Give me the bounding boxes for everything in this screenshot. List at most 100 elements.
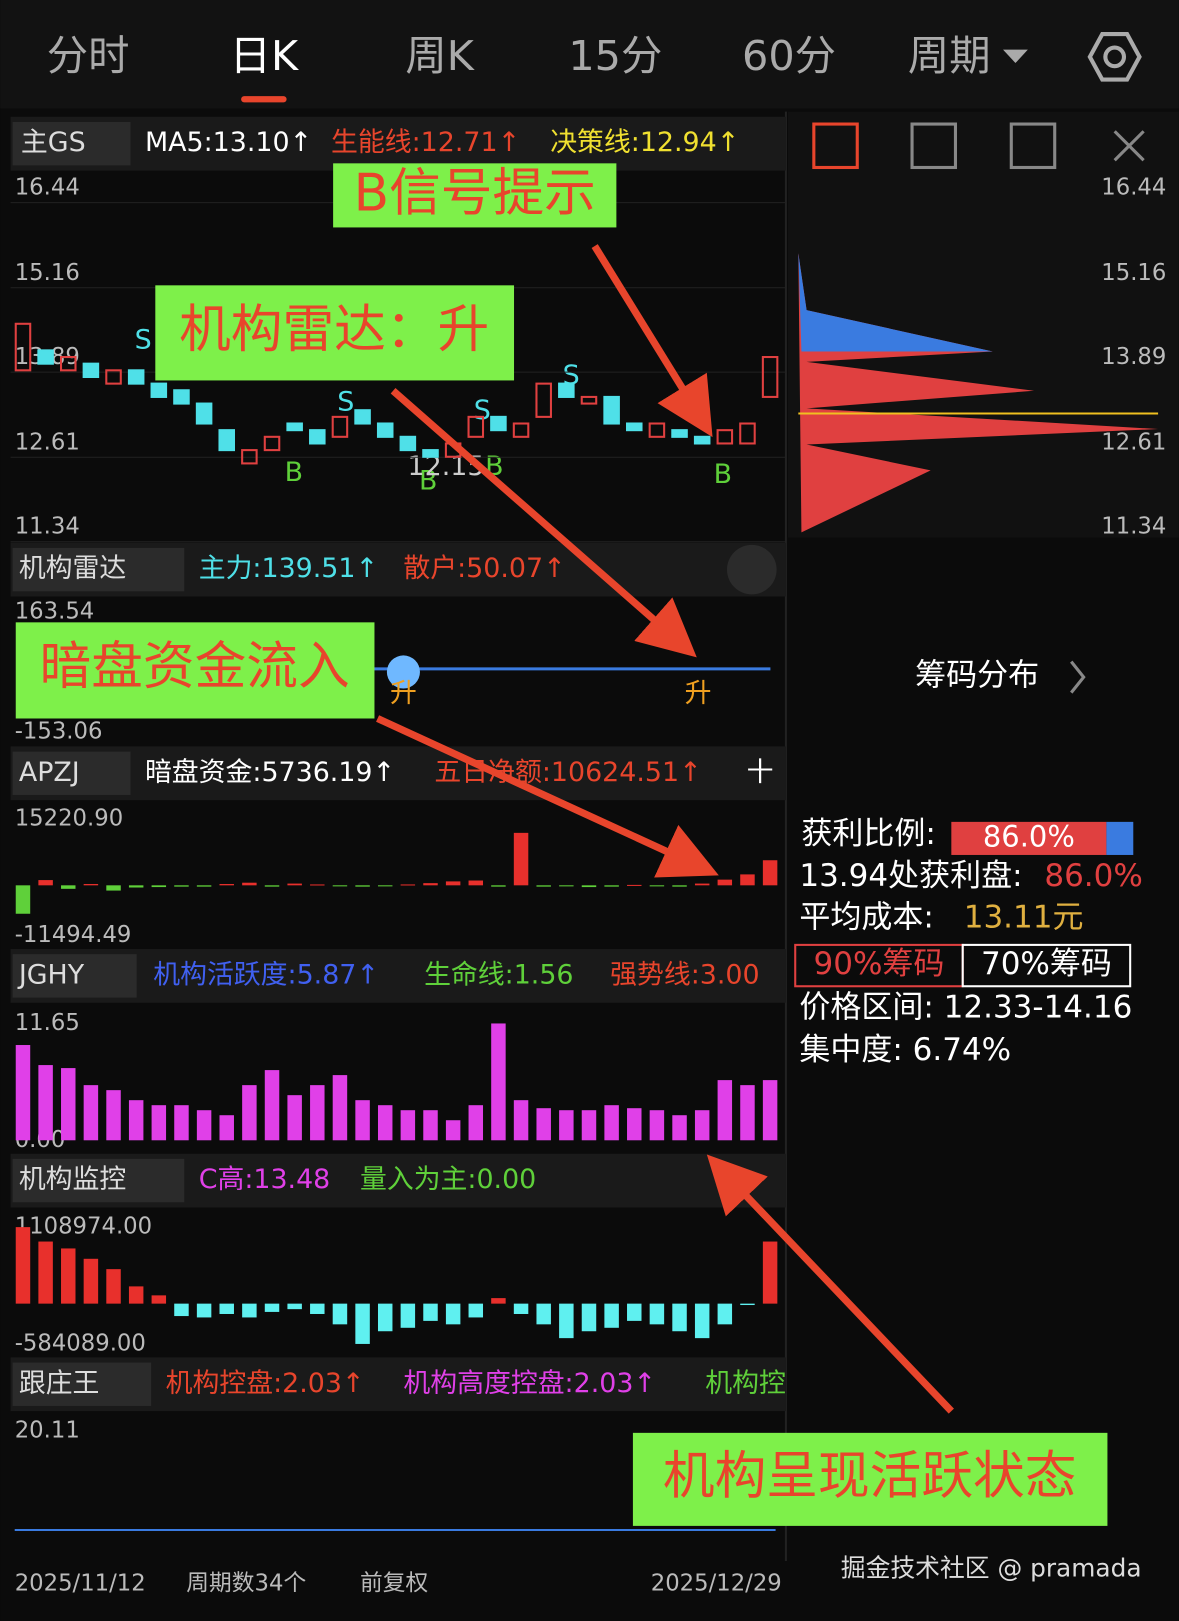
- tool-icon[interactable]: [812, 122, 859, 170]
- legend-line: 主力:139.51↑: [199, 553, 378, 584]
- bar: [717, 879, 733, 886]
- bar: [672, 1115, 687, 1141]
- candle: [603, 395, 620, 425]
- chip-tab[interactable]: 90%筹码: [814, 946, 945, 982]
- tool-icon[interactable]: [1009, 122, 1057, 170]
- bar: [468, 880, 484, 886]
- bar: [581, 1110, 597, 1141]
- bar: [377, 885, 393, 887]
- signal-label: 升: [390, 678, 417, 709]
- tab[interactable]: 分时: [47, 32, 130, 80]
- bar: [287, 1303, 302, 1310]
- legend-line: 决策线:12.94↑: [550, 127, 739, 158]
- bar: [627, 1108, 642, 1141]
- bar: [445, 1120, 461, 1141]
- bar: [174, 885, 189, 887]
- close-icon[interactable]: [1113, 130, 1145, 162]
- legend-line: 量入为主:0.00: [360, 1164, 536, 1195]
- watermark: 掘金技术社区 @ pramada: [841, 1553, 1142, 1582]
- candle: [354, 409, 371, 425]
- indicator-label[interactable]: 主GS: [21, 127, 86, 158]
- candle: [558, 382, 575, 398]
- bar: [762, 1241, 778, 1304]
- legend-more: 十: [747, 757, 774, 788]
- y-tick-label: 11.34: [1101, 514, 1166, 540]
- footer-text: 前复权: [360, 1570, 428, 1596]
- chip-text: 平均成本:: [799, 900, 933, 936]
- candle: [127, 369, 145, 385]
- bar: [513, 832, 529, 886]
- legend-line: 生能线:12.71↑: [331, 127, 520, 158]
- chip-text: 获利比例:: [801, 816, 935, 852]
- bar: [219, 1303, 234, 1314]
- candle: [37, 349, 54, 365]
- chip-link[interactable]: 筹码分布: [915, 658, 1039, 694]
- tab[interactable]: 周期: [908, 32, 991, 80]
- axis-label: -153.06: [15, 718, 103, 744]
- bar: [400, 1110, 416, 1141]
- signal-ball: [386, 655, 420, 689]
- bar: [106, 885, 121, 891]
- candle: [195, 402, 213, 425]
- bar: [264, 1303, 280, 1312]
- annotation: 机构雷达：升: [179, 300, 489, 360]
- legend-line: 生命线:1.56: [424, 959, 573, 990]
- legend-line: 散户:50.07↑: [403, 553, 565, 584]
- bar: [287, 883, 302, 886]
- candle: [739, 422, 756, 445]
- bar: [717, 1303, 733, 1325]
- chip-text: 13.94处获利盘:: [799, 858, 1022, 894]
- bar: [355, 1100, 370, 1141]
- candle: [535, 382, 552, 418]
- bar: [61, 885, 76, 889]
- expand-button[interactable]: [726, 544, 777, 595]
- bar: [174, 1303, 189, 1317]
- bar: [310, 1085, 325, 1141]
- indicator-label[interactable]: APZJ: [19, 757, 80, 788]
- bar: [287, 1095, 302, 1141]
- tab[interactable]: 15分: [568, 32, 662, 80]
- bar: [536, 1108, 551, 1141]
- signal: S: [135, 325, 152, 356]
- bar: [423, 1303, 438, 1321]
- indicator-label[interactable]: JGHY: [17, 959, 85, 990]
- bar: [310, 884, 325, 886]
- bar: [242, 882, 257, 886]
- legend-line: 强势线:3.00: [610, 959, 759, 990]
- bar: [355, 1303, 370, 1344]
- settings-icon[interactable]: [1087, 32, 1142, 82]
- y-tick-label: 15.16: [15, 260, 80, 286]
- annotation: 暗盘资金流入: [40, 637, 350, 697]
- candle: [286, 422, 303, 432]
- annotation: B信号提示: [354, 163, 596, 223]
- candle: [173, 389, 190, 405]
- tab[interactable]: 60分: [742, 32, 836, 80]
- chip-tab[interactable]: 70%筹码: [981, 946, 1112, 982]
- candle: [263, 435, 281, 452]
- legend-line: 机构控盘:2.03↑: [166, 1368, 365, 1399]
- bar: [61, 1068, 76, 1141]
- tool-icon[interactable]: [910, 122, 958, 170]
- footer-text: 2025/11/12: [15, 1570, 146, 1596]
- bar: [106, 1269, 121, 1304]
- chip-text: 13.11元: [964, 900, 1084, 936]
- indicator-label[interactable]: 机构监控: [19, 1164, 126, 1195]
- bar: [694, 1110, 710, 1141]
- indicator-label[interactable]: 跟庄王: [19, 1368, 100, 1399]
- bar: [196, 885, 212, 887]
- bar: [15, 1227, 31, 1304]
- bar: [219, 884, 234, 886]
- tab[interactable]: 日K: [230, 32, 299, 80]
- tab[interactable]: 周K: [405, 32, 474, 80]
- bar: [491, 1023, 506, 1141]
- bar: [242, 1085, 257, 1141]
- bar: [694, 883, 710, 886]
- candle: [331, 415, 349, 438]
- legend-ma5: MA5:13.10↑: [145, 127, 312, 158]
- bar: [61, 1248, 76, 1304]
- indicator-label[interactable]: 机构雷达: [19, 553, 126, 584]
- bar: [242, 1303, 257, 1318]
- axis-label: -584089.00: [15, 1330, 146, 1356]
- candle: [761, 355, 779, 398]
